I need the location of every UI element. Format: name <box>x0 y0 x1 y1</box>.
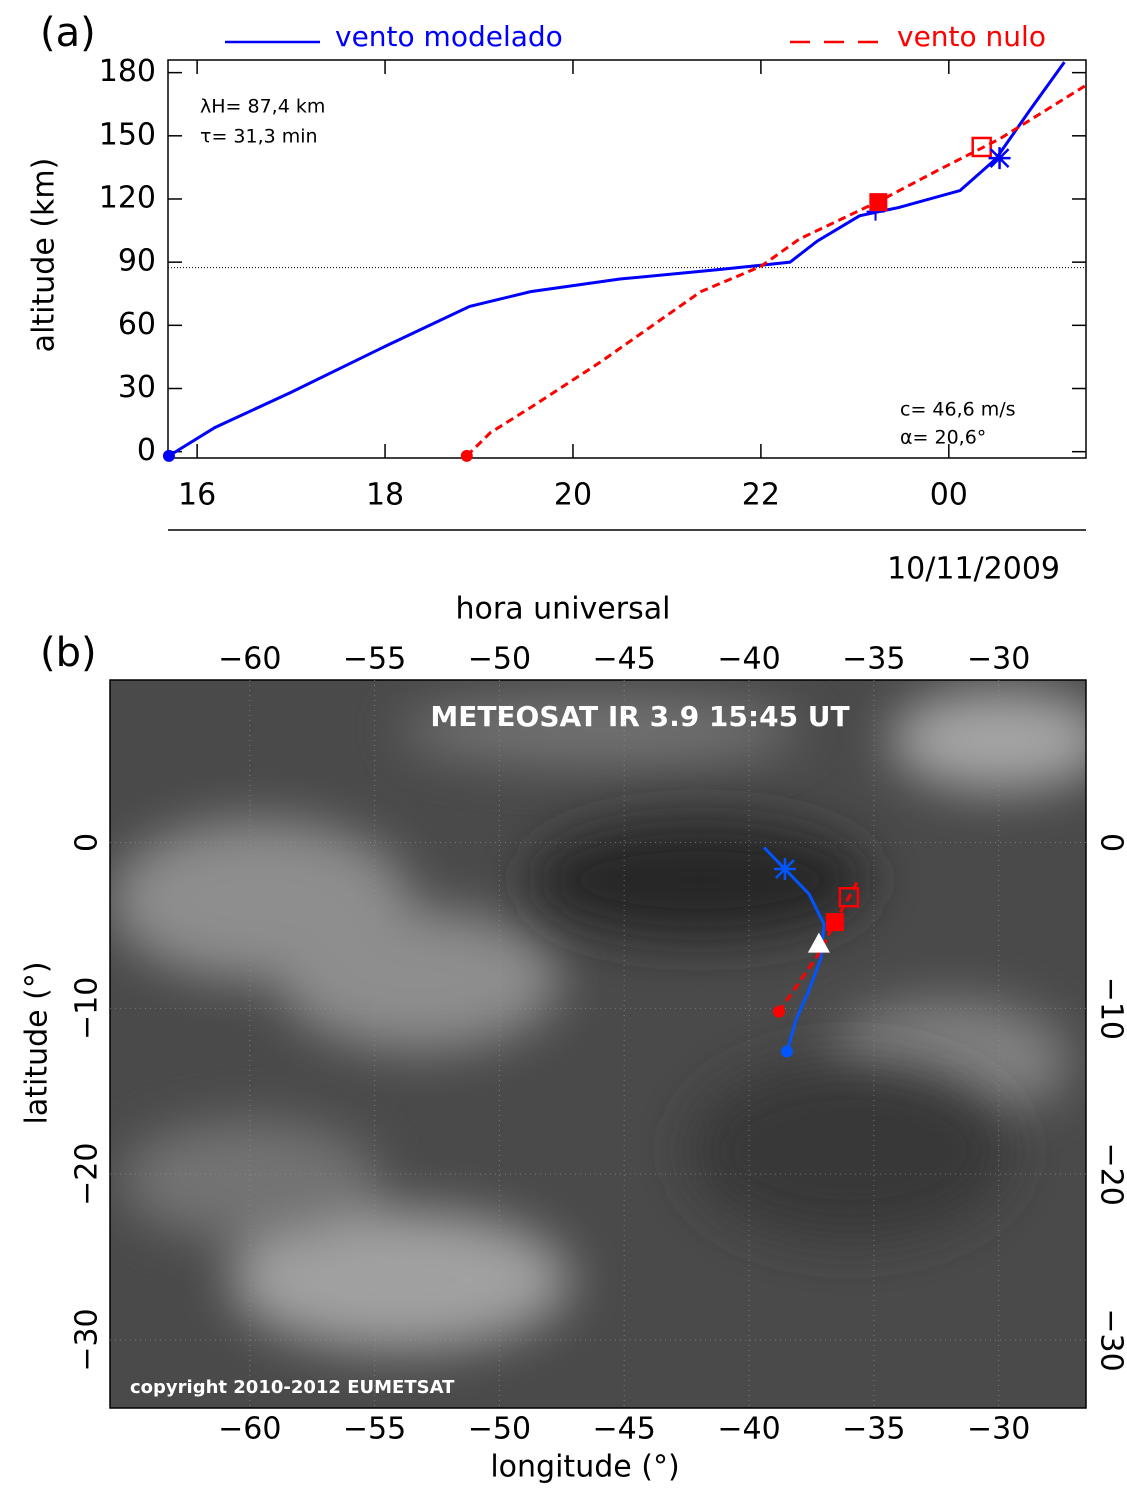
date-label: 10/11/2009 <box>887 552 1060 587</box>
marker <box>780 1045 793 1058</box>
marker <box>869 193 888 212</box>
plot-frame <box>167 59 1087 459</box>
x-tick-label: −50 <box>468 642 531 677</box>
annotation: α= 20,6° <box>900 427 986 449</box>
x-tick-label: 16 <box>178 478 216 513</box>
x-tick-label: 00 <box>930 478 968 513</box>
x-tick-label: −40 <box>717 642 780 677</box>
x-tick-label: −60 <box>218 1412 281 1447</box>
x-axis-label: hora universal <box>456 592 671 627</box>
marker <box>460 449 473 462</box>
marker <box>838 886 860 908</box>
y-tick-label: −20 <box>1094 1143 1127 1206</box>
marker <box>988 147 1011 170</box>
x-tick-label: −35 <box>842 1412 905 1447</box>
panel-label: (b) <box>40 630 97 676</box>
x-tick-label: −45 <box>593 642 656 677</box>
marker <box>825 913 844 932</box>
y-tick-label: −30 <box>70 1308 105 1371</box>
marker <box>971 136 992 158</box>
y-axis-label: latitude (°) <box>20 961 55 1124</box>
x-tick-label: −30 <box>967 642 1030 677</box>
x-tick-label: −30 <box>967 1412 1030 1447</box>
legend-label: vento nulo <box>897 20 1046 53</box>
x-tick-label: −55 <box>343 642 406 677</box>
panel-label: (a) <box>40 10 96 56</box>
x-tick-label: 22 <box>742 478 780 513</box>
y-axis-label: altitude (km) <box>27 158 62 353</box>
y-tick-label: 0 <box>70 833 105 852</box>
map-frame <box>109 679 1087 1409</box>
x-tick-label: −45 <box>593 1412 656 1447</box>
series-line <box>168 61 1066 458</box>
x-tick-label: −40 <box>717 1412 780 1447</box>
y-tick-label: 180 <box>99 54 156 89</box>
legend-label: vento modelado <box>335 20 563 53</box>
credit: copyright 2010-2012 EUMETSAT <box>130 1377 455 1398</box>
y-tick-label: 150 <box>99 117 156 152</box>
y-tick-label: −20 <box>70 1143 105 1206</box>
y-tick-label: 30 <box>118 370 156 405</box>
series-line <box>465 83 1087 457</box>
y-tick-label: −30 <box>1094 1308 1127 1371</box>
marker <box>162 449 175 462</box>
x-tick-label: −35 <box>842 642 905 677</box>
y-tick-label: 0 <box>137 433 156 468</box>
y-tick-label: 120 <box>99 180 156 215</box>
y-tick-label: 0 <box>1094 833 1127 852</box>
marker <box>773 858 796 881</box>
x-tick-label: −55 <box>343 1412 406 1447</box>
marker <box>772 1005 785 1018</box>
annotation: c= 46,6 m/s <box>900 399 1016 421</box>
map-title: METEOSAT IR 3.9 15:45 UT <box>430 700 849 733</box>
marker <box>807 932 830 953</box>
y-tick-label: −10 <box>1094 977 1127 1040</box>
x-tick-label: −50 <box>468 1412 531 1447</box>
x-axis-label: longitude (°) <box>490 1450 679 1485</box>
y-tick-label: 90 <box>118 244 156 279</box>
y-tick-label: −10 <box>70 977 105 1040</box>
satellite-image <box>110 680 1086 1408</box>
x-tick-label: 20 <box>554 478 592 513</box>
x-tick-label: −60 <box>218 642 281 677</box>
annotation: τ= 31,3 min <box>200 126 318 148</box>
y-tick-label: 60 <box>118 307 156 342</box>
annotation: λH= 87,4 km <box>200 96 325 118</box>
x-tick-label: 18 <box>366 478 404 513</box>
